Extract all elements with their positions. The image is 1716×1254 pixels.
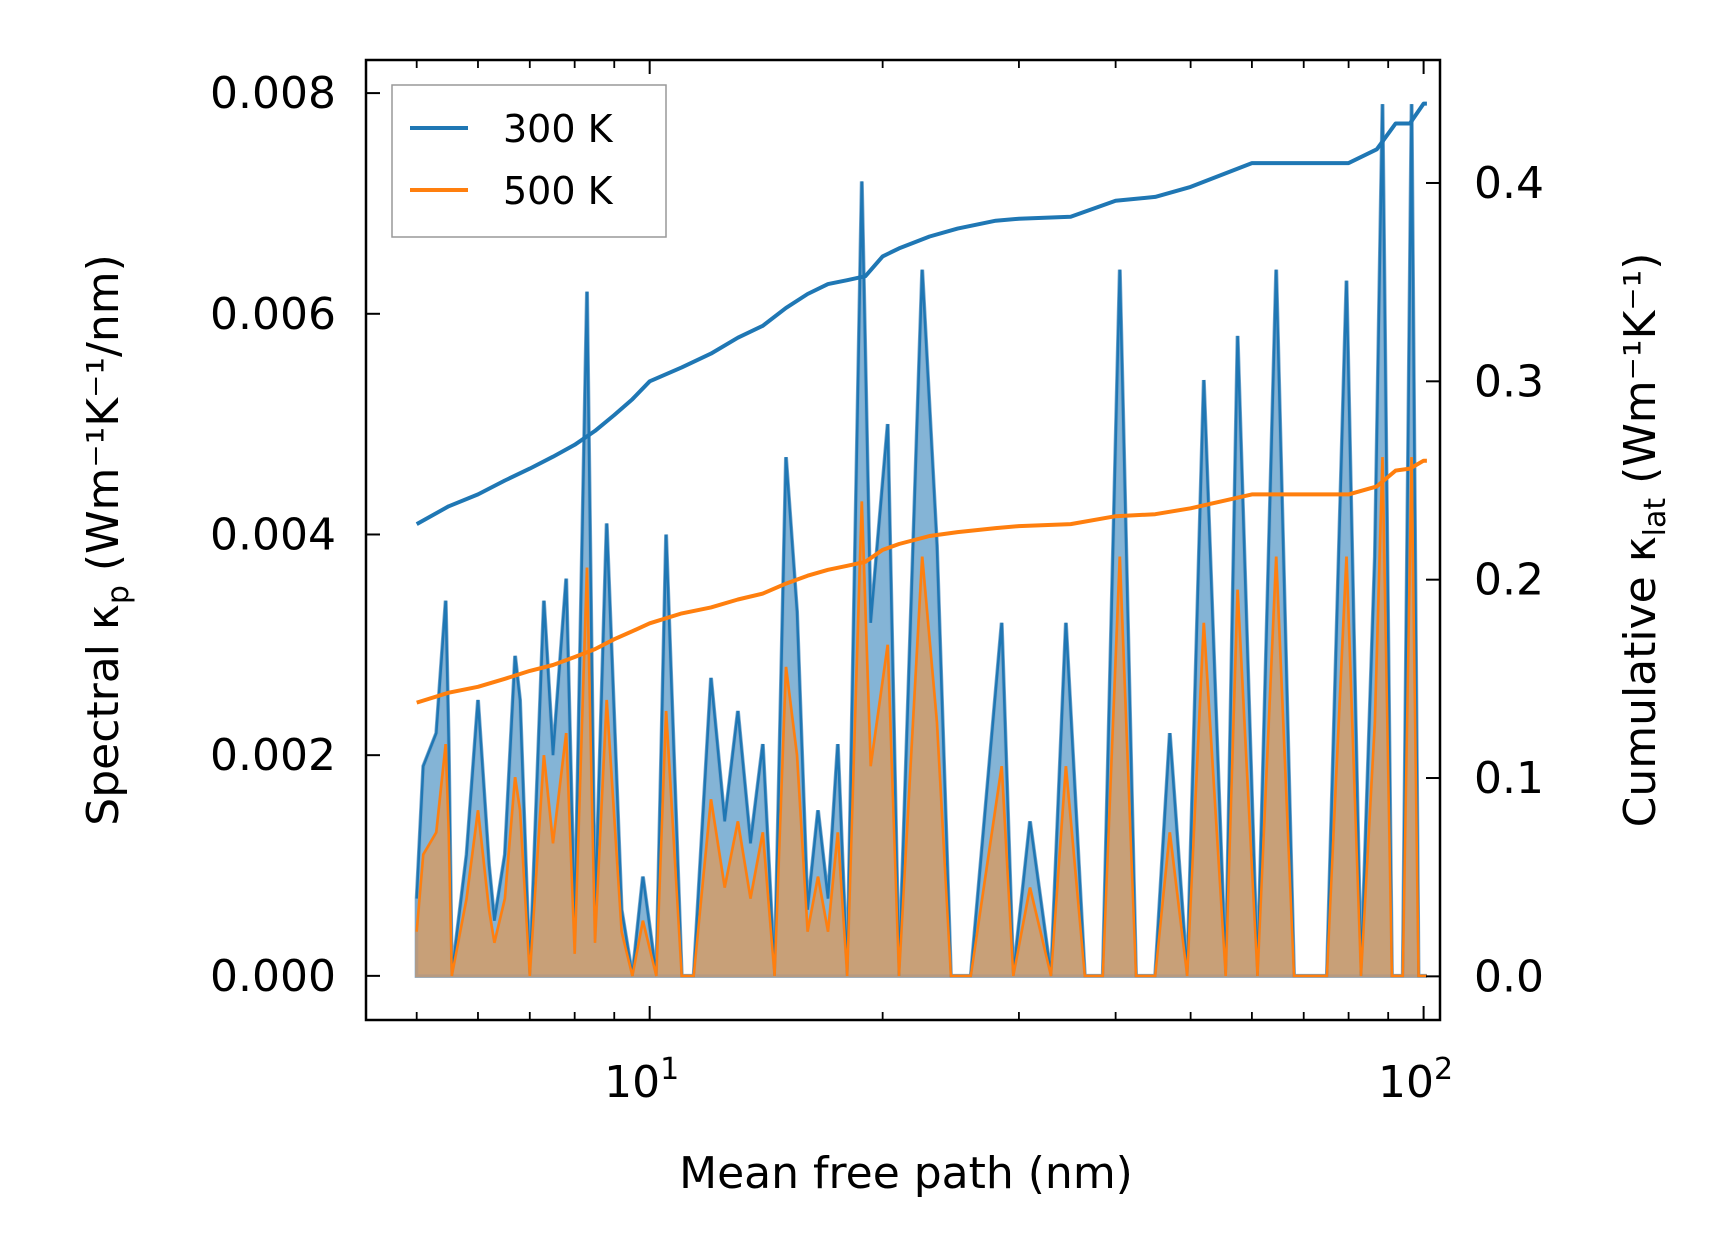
right-y-label-main: Cumulative κ xyxy=(1615,536,1666,827)
y-left-tick-label: 0.008 xyxy=(210,68,336,119)
spectral-line-300k xyxy=(415,104,1427,978)
y-left-tick-label: 0.006 xyxy=(210,289,336,340)
right-y-label-unit: (Wm⁻¹K⁻¹) xyxy=(1615,253,1666,484)
x-tick-label-exp: 1 xyxy=(660,1052,679,1087)
axis-labels: 101 1020.0000.0020.0040.0060.0080.00.10.2… xyxy=(210,68,1544,1108)
legend-label-500k: 500 K xyxy=(503,169,614,213)
y-left-tick-label: 0.004 xyxy=(210,509,336,560)
y-right-tick-label: 0.1 xyxy=(1474,753,1544,804)
x-tick-label: 101 xyxy=(604,1052,679,1108)
x-axis-label: Mean free path (nm) xyxy=(679,1148,1133,1199)
left-y-axis-label: Spectral κp (Wm⁻¹K⁻¹/nm) xyxy=(78,254,136,825)
left-y-label-main: Spectral κ xyxy=(78,604,129,826)
axis-ticks xyxy=(366,60,1440,1020)
y-left-tick-label: 0.000 xyxy=(210,951,336,1002)
left-y-label-sub: p xyxy=(101,585,136,604)
y-right-tick-label: 0.3 xyxy=(1474,356,1544,407)
y-right-tick-label: 0.0 xyxy=(1474,951,1544,1002)
x-tick-label: 102 xyxy=(1378,1052,1453,1108)
left-y-label-unit: (Wm⁻¹K⁻¹/nm) xyxy=(78,254,129,571)
y-right-tick-label: 0.4 xyxy=(1474,158,1544,209)
series-lines xyxy=(415,101,1427,978)
cumulative-line-300k xyxy=(415,101,1427,526)
legend-label-300k: 300 K xyxy=(503,107,614,151)
right-y-label-space xyxy=(1615,484,1666,498)
right-y-axis-label: Cumulative κlat (Wm⁻¹K⁻¹) xyxy=(1615,253,1673,828)
legend-box xyxy=(391,84,667,238)
y-right-tick-label: 0.2 xyxy=(1474,555,1544,606)
x-tick-label-base: 10 xyxy=(604,1057,660,1108)
x-tick-label-exp: 2 xyxy=(1434,1052,1453,1087)
x-tick-label-base: 10 xyxy=(1378,1057,1434,1108)
spectral-line-500k xyxy=(415,457,1427,978)
legend: 300 K 500 K xyxy=(391,84,667,238)
right-y-label-sub: lat xyxy=(1638,498,1673,537)
cumulative-line-500k xyxy=(416,458,1427,705)
plot-frame xyxy=(364,58,1442,1022)
left-y-label-space xyxy=(78,571,129,585)
y-left-tick-label: 0.002 xyxy=(210,730,336,781)
